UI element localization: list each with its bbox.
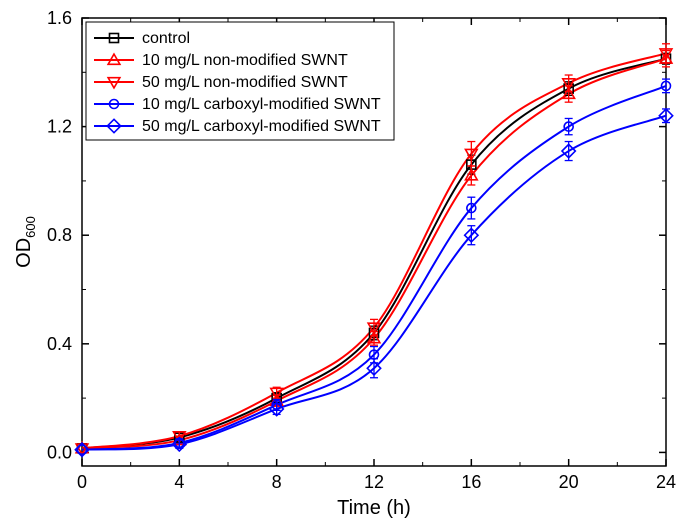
legend-label: 50 mg/L non-modified SWNT: [142, 74, 348, 91]
y-tick-label: 1.2: [47, 117, 72, 137]
y-axis-label: OD600: [13, 216, 38, 268]
x-tick-label: 4: [174, 472, 184, 492]
growth-curve-chart: 0 4 8 12 16 20 24 0.0 0.4 0.8 1.2 1.6 Time (h) OD600 c…: [0, 0, 686, 526]
legend-label: control: [142, 30, 190, 47]
legend: control 10 mg/L non-modified SWNT 50 mg/L …: [86, 22, 394, 140]
legend-label: 10 mg/L carboxyl-modified SWNT: [142, 96, 381, 113]
x-axis-label: Time (h): [337, 497, 411, 519]
y-tick-label: 0.0: [47, 442, 72, 462]
y-tick-label: 0.8: [47, 225, 72, 245]
y-axis-label-group: OD600: [13, 216, 38, 268]
y-tick-label: 0.4: [47, 334, 72, 354]
x-tick-label: 8: [272, 472, 282, 492]
legend-label: 10 mg/L non-modified SWNT: [142, 52, 348, 69]
series-line-carboxyl-50: [82, 116, 666, 450]
legend-label: 50 mg/L carboxyl-modified SWNT: [142, 118, 381, 135]
series-carboxyl-50: [75, 109, 672, 456]
y-tick-label: 1.6: [47, 8, 72, 28]
x-tick-label: 20: [559, 472, 579, 492]
x-tick-label: 12: [364, 472, 384, 492]
x-tick-label: 24: [656, 472, 676, 492]
x-tick-label: 0: [77, 472, 87, 492]
x-tick-label: 16: [461, 472, 481, 492]
